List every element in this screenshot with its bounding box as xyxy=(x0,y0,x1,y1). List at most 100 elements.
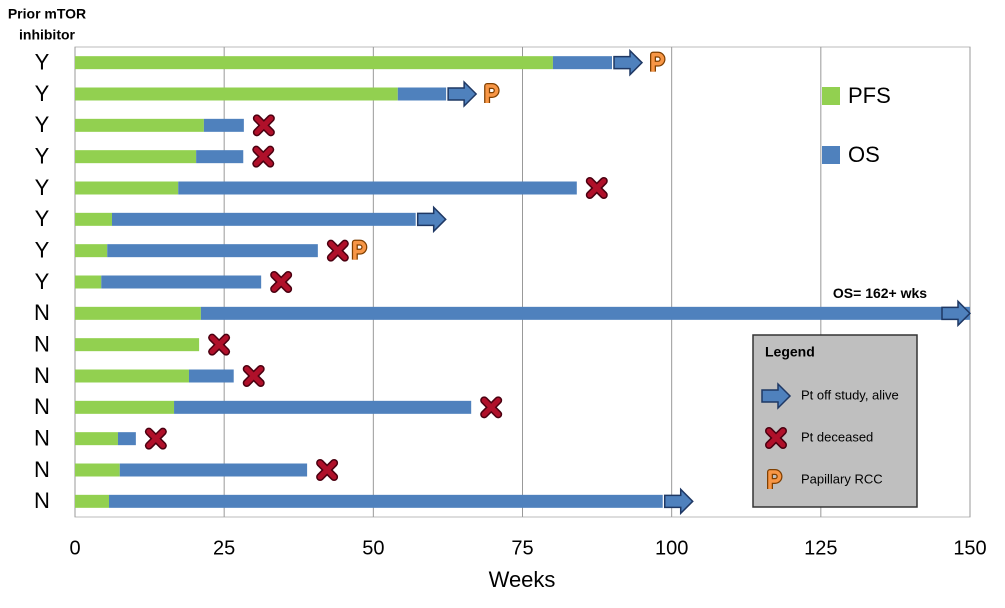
marker-legend-label: Pt deceased xyxy=(801,429,873,444)
bar-segment xyxy=(75,56,553,70)
bar-segment xyxy=(178,181,577,195)
bar-segment xyxy=(117,432,136,446)
bar-segment xyxy=(75,212,112,226)
y-tick-label: Y xyxy=(35,143,50,168)
x-tick-label: 125 xyxy=(804,537,837,559)
y-tick-label: N xyxy=(34,425,50,450)
marker-papillary-fill xyxy=(651,52,665,72)
bar-segment xyxy=(101,275,262,289)
bar-segment xyxy=(107,244,318,258)
x-tick-label: 75 xyxy=(511,537,533,559)
marker-alive xyxy=(447,80,478,108)
marker-deceased xyxy=(326,239,349,262)
marker-alive xyxy=(663,487,694,516)
marker-deceased xyxy=(252,145,275,168)
marker-deceased xyxy=(316,459,339,481)
y-header: Prior mTOR xyxy=(8,6,86,22)
marker-deceased-stroke xyxy=(209,335,229,355)
x-tick-label: 50 xyxy=(362,537,384,559)
bar-segment xyxy=(203,118,244,132)
x-tick-label: 0 xyxy=(69,537,80,559)
marker-papillary-fill xyxy=(485,84,499,103)
bar-segment xyxy=(75,87,398,101)
legend-icon-deceased xyxy=(765,427,787,449)
marker-papillary xyxy=(484,83,500,103)
x-tick-label: 100 xyxy=(655,537,688,559)
marker-deceased-stroke xyxy=(317,460,337,480)
y-header: inhibitor xyxy=(19,27,76,43)
y-tick-label: N xyxy=(34,394,50,419)
marker-legend-label: Pt off study, alive xyxy=(801,387,899,402)
marker-papillary xyxy=(650,51,666,72)
legend-icon-alive xyxy=(761,382,792,410)
bar-segment xyxy=(75,432,118,446)
y-tick-label: Y xyxy=(35,175,50,200)
x-tick-label: 25 xyxy=(213,537,235,559)
marker-deceased xyxy=(208,333,231,356)
bar-segment xyxy=(174,400,472,414)
bar-segment xyxy=(75,118,204,132)
marker-deceased-stroke xyxy=(328,241,348,261)
marker-deceased-stroke xyxy=(253,147,273,167)
bar-segment xyxy=(75,306,201,320)
marker-alive xyxy=(941,299,972,328)
y-tick-label: N xyxy=(34,331,50,356)
legend-label: OS xyxy=(848,142,880,167)
legend-icon-papillary xyxy=(767,469,783,489)
y-tick-label: Y xyxy=(35,49,50,74)
bar-segment xyxy=(196,150,244,164)
bar-segment xyxy=(75,244,108,258)
marker-deceased xyxy=(270,271,293,293)
y-tick-label: Y xyxy=(35,237,50,262)
bar-segment xyxy=(119,463,308,477)
bar-segment xyxy=(75,494,110,508)
y-tick-label: Y xyxy=(35,81,50,106)
marker-deceased xyxy=(242,365,265,387)
marker-deceased-stroke xyxy=(587,178,607,198)
legend-swatch xyxy=(822,146,840,164)
bar-segment xyxy=(75,275,102,289)
marker-deceased xyxy=(480,396,503,419)
marker-alive xyxy=(416,205,447,234)
marker-legend-label: Papillary RCC xyxy=(801,471,883,486)
marker-deceased xyxy=(585,177,608,199)
legend-icon-deceased-stroke xyxy=(766,428,786,448)
y-tick-label: N xyxy=(34,488,50,513)
y-tick-label: Y xyxy=(35,206,50,231)
marker-deceased-stroke xyxy=(271,272,291,292)
legend-label: PFS xyxy=(848,83,891,108)
x-axis-label: Weeks xyxy=(489,567,556,592)
bar-segment xyxy=(75,338,200,352)
bar-segment xyxy=(109,494,663,508)
bar-segment xyxy=(75,181,179,195)
bar-segment xyxy=(75,150,197,164)
bar-segment xyxy=(111,212,416,226)
bar-segment xyxy=(75,463,120,477)
marker-legend-title: Legend xyxy=(765,344,815,360)
y-tick-label: Y xyxy=(35,269,50,294)
x-tick-label: 150 xyxy=(953,537,986,559)
bar-segment xyxy=(200,306,970,320)
marker-papillary-fill xyxy=(353,240,367,260)
y-tick-label: N xyxy=(34,363,50,388)
bar-segment xyxy=(75,400,175,414)
bar-segment xyxy=(188,369,234,383)
marker-deceased-stroke xyxy=(254,115,274,135)
marker-deceased-stroke xyxy=(244,366,264,386)
annotation: OS= 162+ wks xyxy=(833,285,927,301)
marker-deceased-stroke xyxy=(146,429,166,449)
y-tick-label: Y xyxy=(35,112,50,137)
marker-deceased-stroke xyxy=(481,397,501,417)
bar-segment xyxy=(75,369,189,383)
marker-alive xyxy=(613,48,644,77)
bar-segment xyxy=(552,56,612,70)
y-tick-label: N xyxy=(34,457,50,482)
y-tick-label: N xyxy=(34,300,50,325)
legend-icon-papillary-fill xyxy=(768,470,782,489)
marker-deceased xyxy=(252,114,275,137)
bar-segment xyxy=(397,87,447,101)
marker-deceased xyxy=(144,427,167,450)
legend-swatch xyxy=(822,87,840,105)
marker-papillary xyxy=(351,239,368,260)
